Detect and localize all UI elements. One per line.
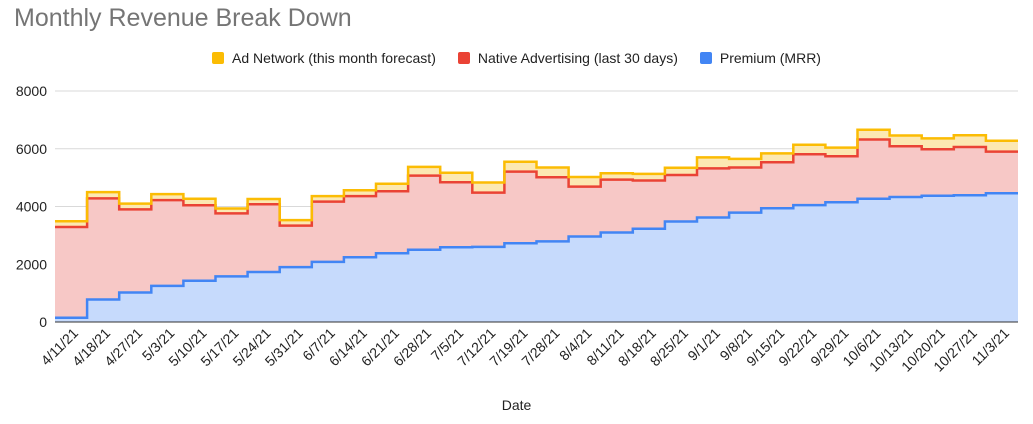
line-native-advertising-last-30-days: [55, 138, 1018, 229]
x-tick-label: 9/1/21: [684, 325, 723, 364]
legend-swatch-premium: [699, 52, 712, 64]
area-premium-mrr: [55, 193, 1018, 322]
line-premium-mrr: [55, 191, 1018, 319]
y-tick-label: 8000: [16, 83, 47, 99]
y-tick-label: 0: [39, 314, 47, 330]
legend-item-ad-network[interactable]: Ad Network (this month forecast): [212, 50, 436, 66]
x-axis-label: Date: [501, 397, 532, 413]
y-tick-label: 4000: [16, 199, 47, 215]
chart-title: Monthly Revenue Break Down: [14, 4, 352, 32]
legend-label-native-advertising: Native Advertising (last 30 days): [477, 50, 678, 66]
legend: Ad Network (this month forecast) Native …: [0, 50, 1033, 66]
legend-item-premium[interactable]: Premium (MRR): [699, 50, 821, 66]
legend-label-premium: Premium (MRR): [719, 50, 821, 66]
legend-swatch-ad-network: [212, 52, 225, 64]
legend-swatch-native-advertising: [457, 52, 470, 64]
line-ad-network-this-month-forecast: [55, 128, 1018, 223]
y-tick-label: 2000: [16, 256, 47, 272]
area-native-advertising-last-30-days: [55, 139, 1018, 318]
legend-label-ad-network: Ad Network (this month forecast): [232, 50, 436, 66]
legend-item-native-advertising[interactable]: Native Advertising (last 30 days): [457, 50, 678, 66]
y-tick-label: 6000: [16, 141, 47, 157]
